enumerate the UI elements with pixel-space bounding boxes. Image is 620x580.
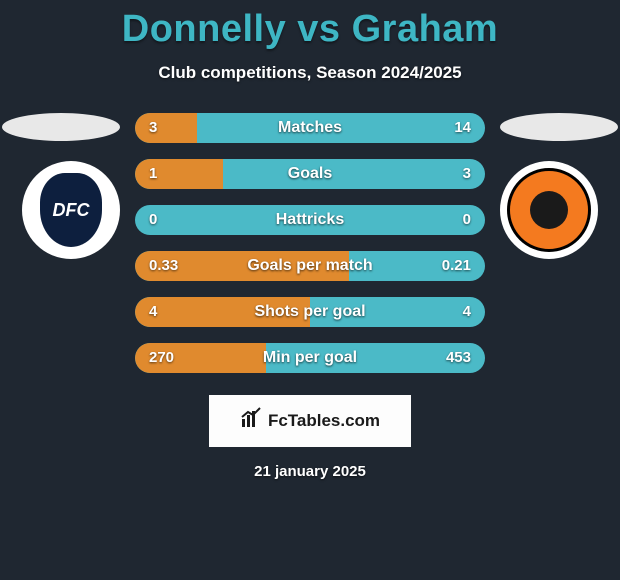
stat-value-left: 0 [149, 205, 157, 235]
stat-value-right: 0.21 [442, 251, 471, 281]
right-club-badge [500, 161, 598, 259]
stat-value-right: 14 [454, 113, 471, 143]
stat-value-left: 4 [149, 297, 157, 327]
stat-value-left: 1 [149, 159, 157, 189]
page-title: Donnelly vs Graham [0, 0, 620, 51]
stat-value-left: 0.33 [149, 251, 178, 281]
stat-value-right: 0 [463, 205, 471, 235]
stat-label: Min per goal [135, 343, 485, 373]
stat-value-right: 453 [446, 343, 471, 373]
stat-value-right: 4 [463, 297, 471, 327]
comparison-content: DFC Matches314Goals13Hattricks00Goals pe… [0, 113, 620, 373]
stat-row: Matches3 14 [135, 113, 485, 143]
chart-icon [240, 407, 262, 435]
stat-value-right: 3 [463, 159, 471, 189]
stat-row: Goals1 3 [135, 159, 485, 189]
brand-text: FcTables.com [268, 411, 380, 431]
left-club-badge: DFC [22, 161, 120, 259]
stat-label: Hattricks [135, 205, 485, 235]
stat-label: Matches [135, 113, 485, 143]
brand-badge: FcTables.com [209, 395, 411, 447]
stat-row: Min per goal270 453 [135, 343, 485, 373]
stat-row: Shots per goal4 4 [135, 297, 485, 327]
stat-label: Shots per goal [135, 297, 485, 327]
left-player-photo [2, 113, 120, 141]
stat-label: Goals per match [135, 251, 485, 281]
right-player-photo [500, 113, 618, 141]
stat-label: Goals [135, 159, 485, 189]
stat-row: Goals per match0.33 0.21 [135, 251, 485, 281]
left-badge-text: DFC [40, 173, 102, 247]
right-badge-inner [507, 168, 591, 252]
stat-row: Hattricks0 0 [135, 205, 485, 235]
date-text: 21 january 2025 [0, 463, 620, 480]
subtitle: Club competitions, Season 2024/2025 [0, 63, 620, 83]
stats-list: Matches314Goals13Hattricks00Goals per ma… [135, 113, 485, 373]
stat-value-left: 3 [149, 113, 157, 143]
stat-value-left: 270 [149, 343, 174, 373]
